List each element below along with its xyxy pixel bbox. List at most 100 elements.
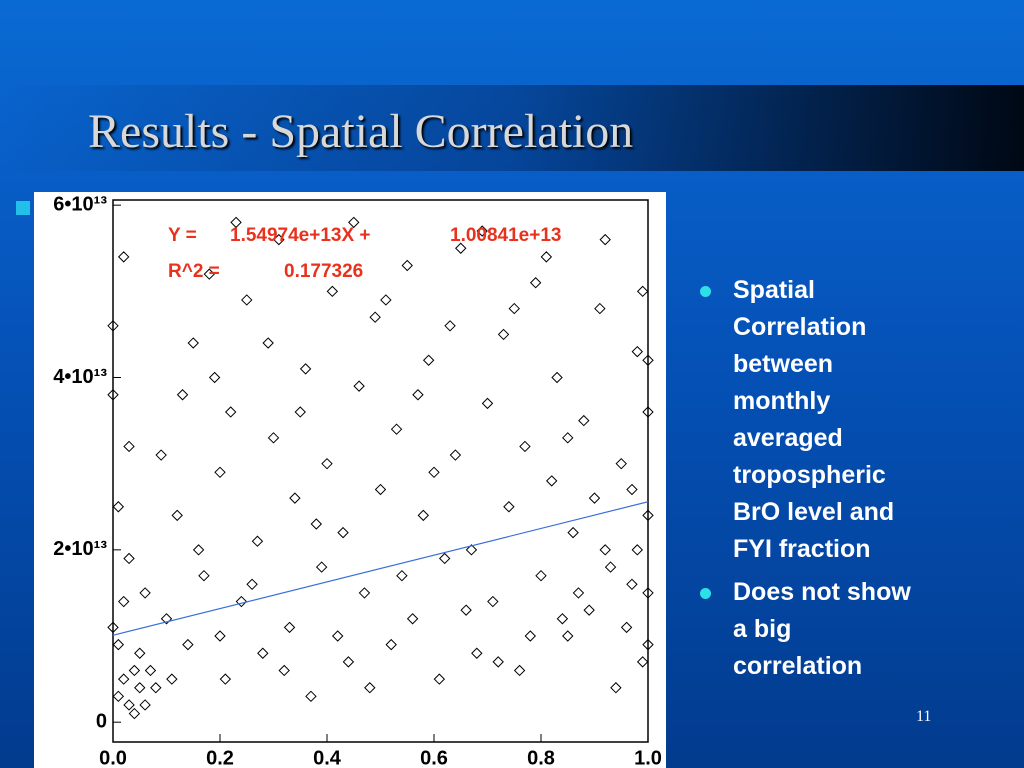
point [107,320,119,332]
point [615,457,627,470]
point [524,630,537,642]
point [529,277,542,289]
point [626,483,638,496]
point [299,363,312,375]
point [578,414,590,427]
point [364,682,376,694]
point [417,509,430,522]
point [487,595,499,608]
point [422,354,435,366]
point [134,647,146,659]
point [348,216,360,229]
point [278,664,290,677]
point [636,285,649,298]
point [166,673,178,685]
point [481,397,494,410]
point [588,492,601,504]
point [385,638,397,651]
point [171,509,183,522]
point [369,311,381,323]
point [374,483,387,496]
point [123,440,135,453]
annotation: Y = [168,225,197,246]
point [540,251,553,263]
point [642,406,654,418]
point [610,682,622,694]
point [273,233,285,246]
point [117,673,130,685]
point [112,501,125,513]
point [508,302,520,315]
point [620,621,633,634]
point [123,699,135,711]
point [305,690,317,703]
point [144,664,157,677]
point [187,337,199,349]
point [337,526,349,539]
point [433,673,446,685]
point [636,656,649,668]
point [321,457,333,470]
point [412,389,424,401]
point [556,613,569,625]
point [562,432,574,444]
point [155,449,167,461]
point [123,552,135,565]
trend-line [112,501,649,636]
point [535,569,547,582]
point [128,707,141,720]
annotation: R^2 = [168,261,220,282]
point [631,345,644,358]
point [112,638,125,651]
point [562,630,574,642]
point [460,604,472,616]
point [160,613,173,625]
point [545,475,558,487]
point [438,552,451,565]
point [208,371,221,384]
point [551,371,563,384]
point [235,595,248,608]
point [139,587,151,599]
annotation: 1.54974e+13X + [230,225,371,246]
bullet: Spatial Correlation between monthly aver… [700,272,920,568]
point [604,561,617,573]
point [107,389,119,401]
bullet: Does not show a big correlation [700,574,920,685]
y-tick-label: 4•10¹³ [53,366,107,388]
point [406,613,419,625]
point [315,561,328,573]
point [444,320,456,332]
y-tick-label: 6•10¹³ [53,193,107,215]
point [139,699,151,711]
point [107,621,119,634]
point [294,406,306,418]
point [476,225,488,237]
annotation: 1.00841e+13 [450,225,561,246]
point [401,259,413,272]
point [150,682,162,694]
point [583,604,595,616]
point [631,544,644,556]
point [262,337,274,349]
point [134,682,146,694]
point [342,656,355,668]
title-band [0,85,1024,171]
point [257,647,269,659]
point [214,630,226,642]
point [267,432,280,444]
x-tick-label: 0.2 [206,747,234,768]
point [112,690,125,703]
point [449,449,462,461]
chart: 0 2•10¹³ 4•10¹³ 6•10¹³ 0.0 0.2 0.4 0.6 0.8 1.0 Y =… [34,192,666,768]
point [310,518,323,530]
point [497,328,510,341]
x-tick-label: 1.0 [634,747,662,768]
point [246,578,258,591]
y-tick-label: 0 [96,710,107,732]
x-tick-label: 0.4 [313,747,342,768]
point [358,587,371,599]
point [353,380,365,392]
point [251,535,264,547]
